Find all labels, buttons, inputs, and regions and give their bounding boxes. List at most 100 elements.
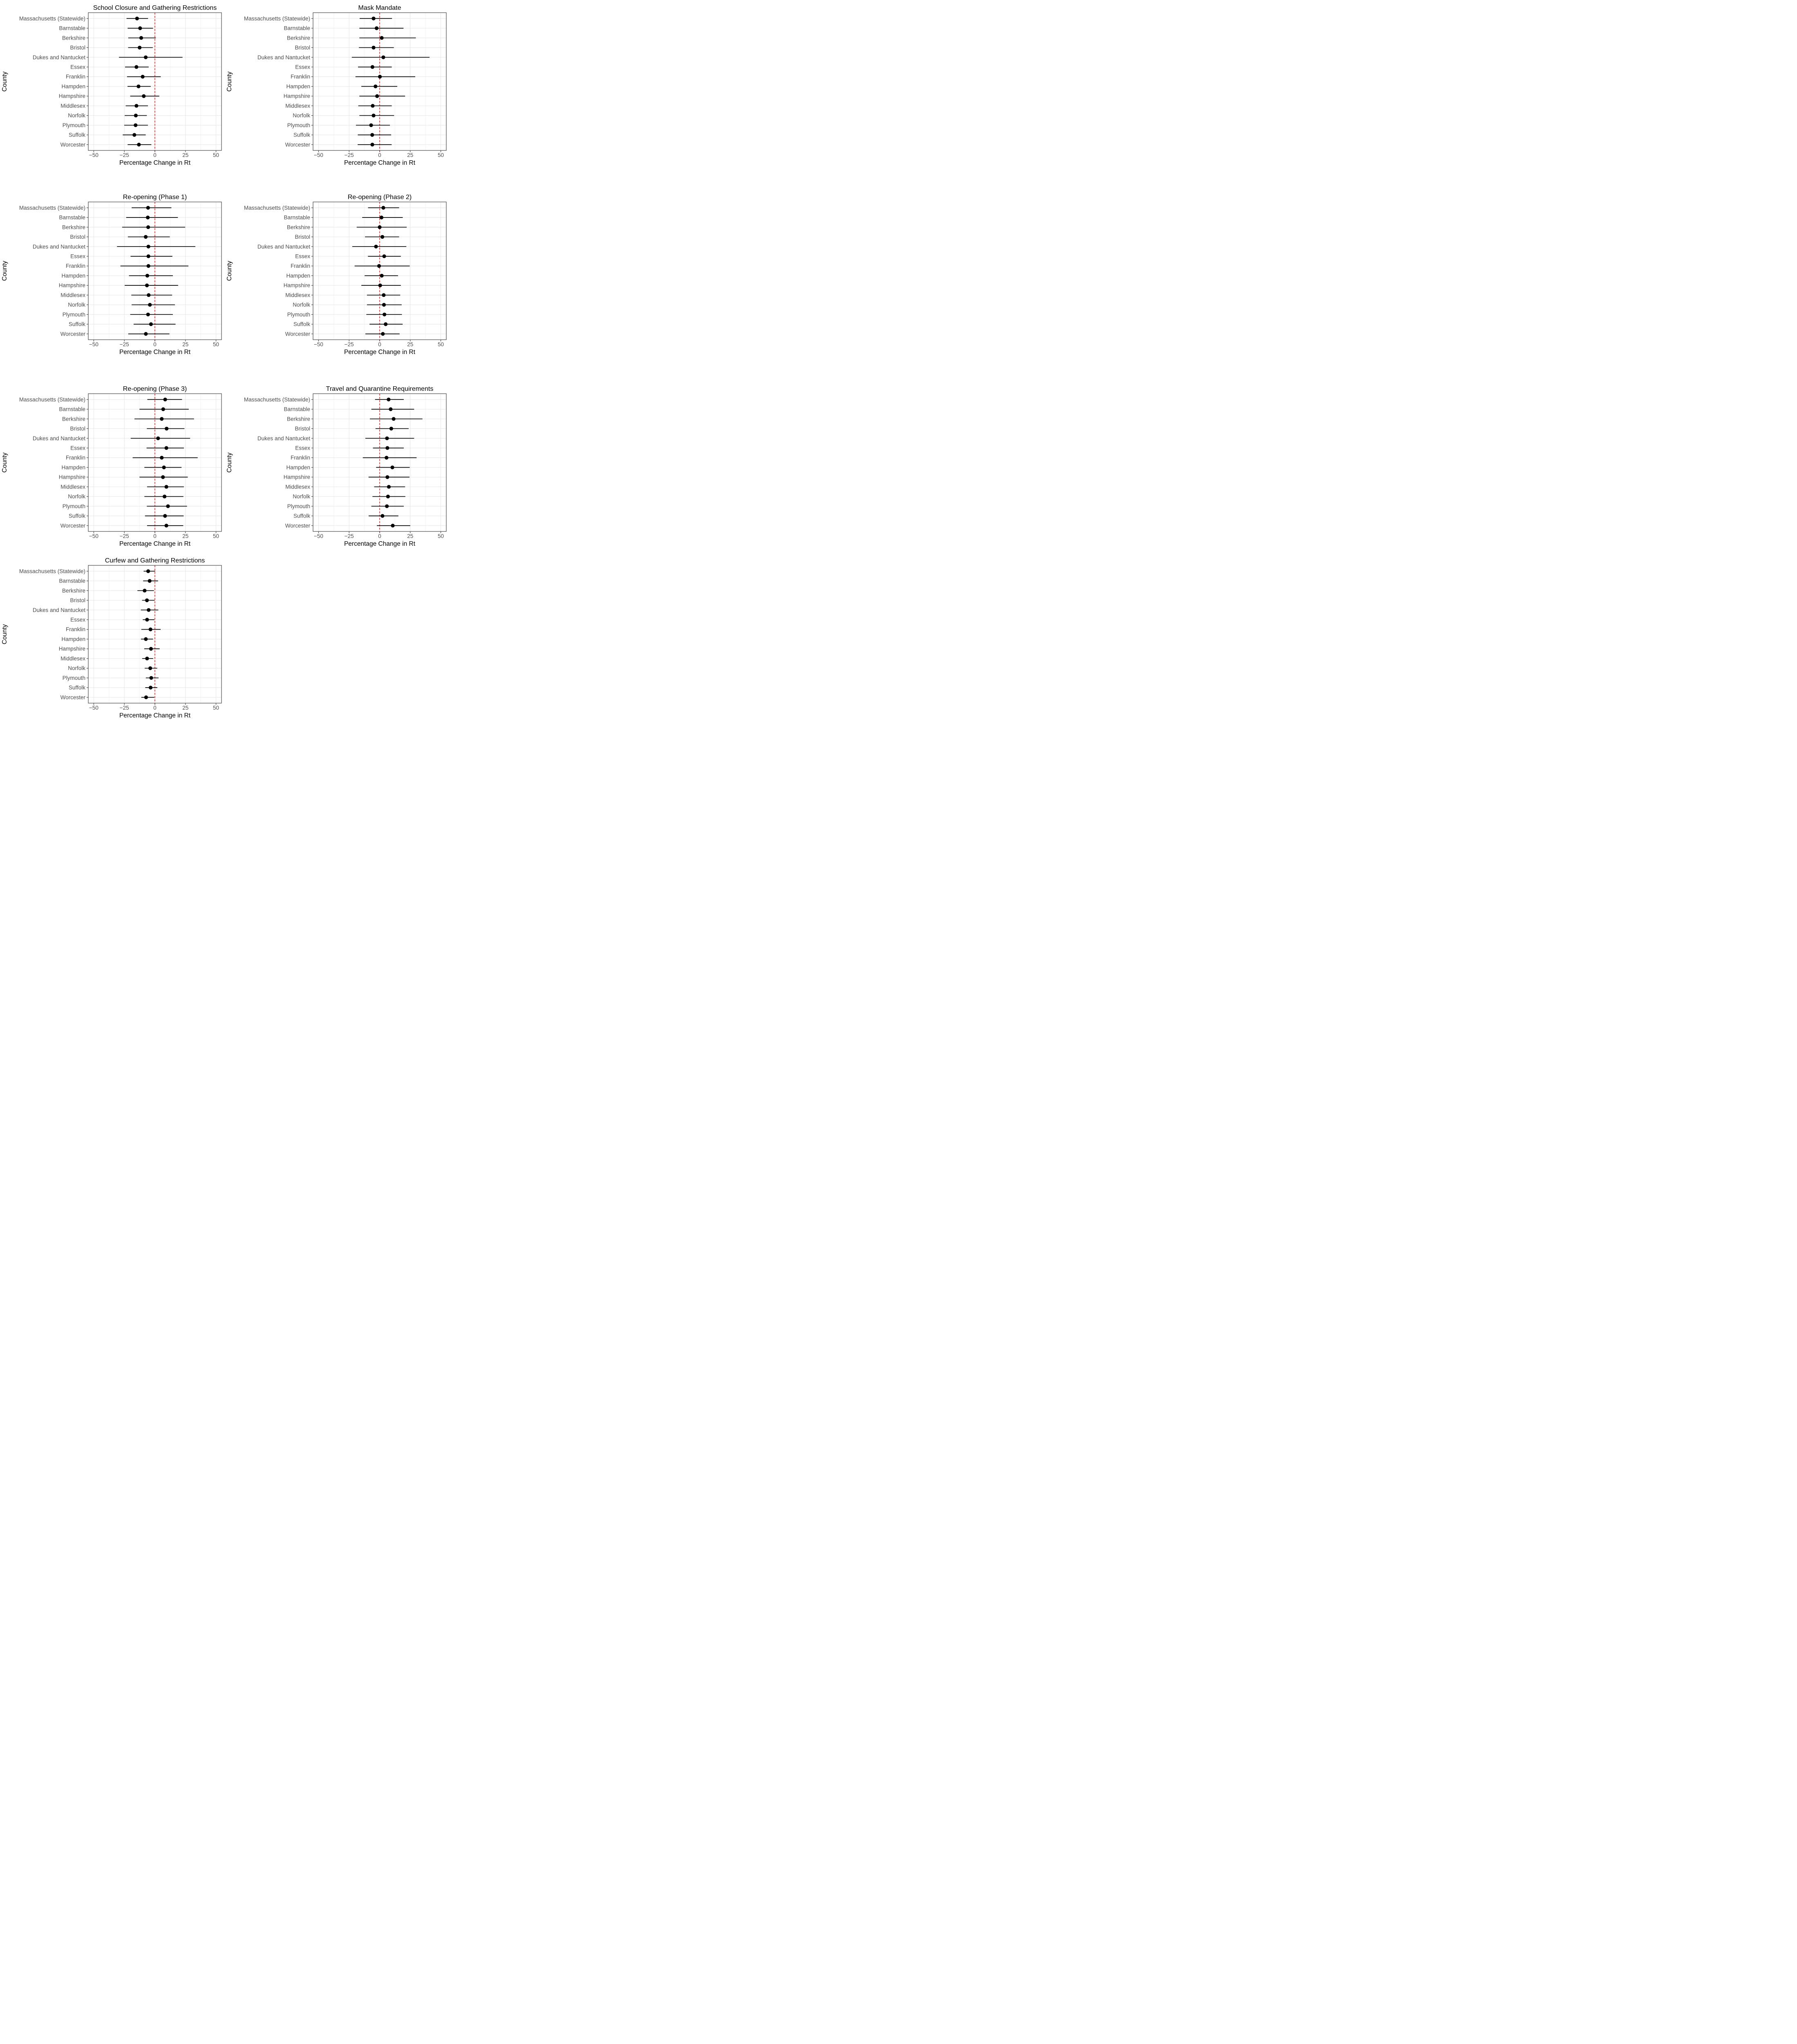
county-tick-label: Essex — [295, 253, 310, 260]
x-tick-label: −50 — [314, 341, 323, 347]
county-tick-label: Hampden — [286, 273, 310, 279]
point-estimate — [145, 598, 149, 603]
x-tick-label: 50 — [438, 341, 444, 347]
county-tick-label: Massachusetts (Statewide) — [19, 568, 85, 574]
panel-title: Re-opening (Phase 3) — [123, 385, 187, 392]
county-tick-label: Plymouth — [63, 675, 85, 681]
point-estimate — [370, 133, 374, 137]
county-tick-label: Norfolk — [293, 302, 310, 308]
county-tick-label: Franklin — [291, 455, 310, 461]
point-estimate — [378, 75, 382, 79]
county-tick-label: Franklin — [66, 455, 85, 461]
county-tick-label: Middlesex — [285, 103, 310, 109]
point-estimate — [382, 254, 386, 258]
x-tick-label: 50 — [213, 152, 219, 158]
point-estimate — [164, 485, 168, 489]
panel-border — [88, 12, 222, 151]
point-estimate — [147, 608, 151, 612]
point-estimate — [378, 225, 382, 229]
county-tick-label: Middlesex — [60, 655, 85, 661]
x-tick-label: 0 — [378, 533, 381, 539]
point-estimate — [371, 113, 376, 118]
point-estimate — [161, 407, 165, 411]
point-estimate — [145, 283, 149, 287]
point-estimate — [148, 303, 152, 307]
county-tick-label: Berkshire — [287, 35, 310, 41]
point-estimate — [381, 332, 385, 336]
county-tick-label: Middlesex — [285, 484, 310, 490]
point-estimate — [380, 36, 384, 40]
county-tick-label: Middlesex — [60, 484, 85, 490]
county-tick-label: Worcester — [285, 141, 311, 148]
county-tick-label: Barnstable — [59, 578, 85, 584]
x-axis-title: Percentage Change in Rt — [119, 159, 191, 166]
point-estimate — [145, 618, 149, 622]
county-tick-label: Massachusetts (Statewide) — [19, 205, 85, 211]
county-tick-label: Norfolk — [293, 493, 310, 500]
county-tick-label: Dukes and Nantucket — [257, 54, 310, 61]
x-tick-label: −50 — [89, 152, 98, 158]
point-estimate — [164, 524, 168, 528]
county-tick-label: Hampden — [61, 83, 85, 90]
point-estimate — [389, 426, 394, 431]
county-tick-label: Essex — [70, 445, 85, 451]
x-tick-label: −50 — [89, 533, 98, 539]
x-tick-label: −50 — [89, 341, 98, 347]
county-tick-label: Norfolk — [68, 665, 85, 671]
x-tick-label: 0 — [378, 152, 381, 158]
county-tick-label: Franklin — [291, 263, 310, 269]
panel-curfew-and-gathering-restrictions: −50 −25 0 25 50 Massachusetts (Statewide) Barn… — [1, 557, 222, 719]
y-axis-title: County — [1, 261, 8, 281]
county-tick-label: Berkshire — [62, 35, 85, 41]
point-estimate — [143, 235, 148, 239]
county-tick-label: Plymouth — [287, 122, 310, 128]
point-estimate — [148, 666, 152, 670]
point-estimate — [156, 436, 160, 440]
panel-border — [313, 12, 447, 151]
x-tick-label: −25 — [120, 533, 129, 539]
county-tick-label: Essex — [70, 64, 85, 70]
point-estimate — [375, 94, 379, 98]
point-estimate — [380, 235, 385, 239]
panel-border — [88, 565, 222, 704]
panel-re-opening-phase-2: −50 −25 0 25 50 Massachusetts (Statewide) Barn… — [226, 194, 447, 356]
county-tick-label: Plymouth — [63, 312, 85, 318]
point-estimate — [387, 397, 391, 401]
county-tick-label: Franklin — [66, 263, 85, 269]
county-tick-label: Franklin — [66, 74, 85, 80]
county-tick-label: Hampshire — [59, 93, 85, 99]
point-estimate — [371, 16, 376, 20]
x-tick-label: 50 — [213, 705, 219, 711]
county-tick-label: Dukes and Nantucket — [33, 244, 85, 250]
point-estimate — [377, 264, 381, 268]
point-estimate — [380, 273, 384, 278]
x-tick-label: 50 — [438, 533, 444, 539]
county-tick-label: Massachusetts (Statewide) — [19, 16, 85, 22]
county-tick-label: Hampshire — [59, 646, 85, 652]
x-tick-label: 25 — [407, 152, 413, 158]
county-tick-label: Hampshire — [59, 282, 85, 289]
y-axis-title: County — [226, 72, 233, 92]
point-estimate — [385, 456, 389, 460]
point-estimate — [166, 504, 170, 508]
point-estimate — [146, 215, 150, 220]
county-tick-label: Suffolk — [69, 321, 85, 327]
point-estimate — [134, 65, 139, 69]
point-estimate — [146, 225, 150, 229]
county-tick-label: Worcester — [60, 331, 86, 337]
county-tick-label: Suffolk — [69, 513, 85, 519]
county-tick-label: Hampden — [61, 273, 85, 279]
point-estimate — [386, 494, 390, 499]
x-tick-label: 0 — [378, 341, 381, 347]
point-estimate — [143, 55, 148, 59]
point-estimate — [380, 514, 385, 518]
x-tick-label: 50 — [438, 152, 444, 158]
point-estimate — [383, 312, 387, 316]
point-estimate — [148, 686, 153, 690]
county-tick-label: Essex — [295, 445, 310, 451]
county-tick-label: Berkshire — [62, 587, 85, 594]
county-tick-label: Hampshire — [284, 474, 310, 480]
point-estimate — [161, 475, 165, 479]
point-estimate — [164, 446, 168, 450]
county-tick-label: Bristol — [70, 426, 85, 432]
